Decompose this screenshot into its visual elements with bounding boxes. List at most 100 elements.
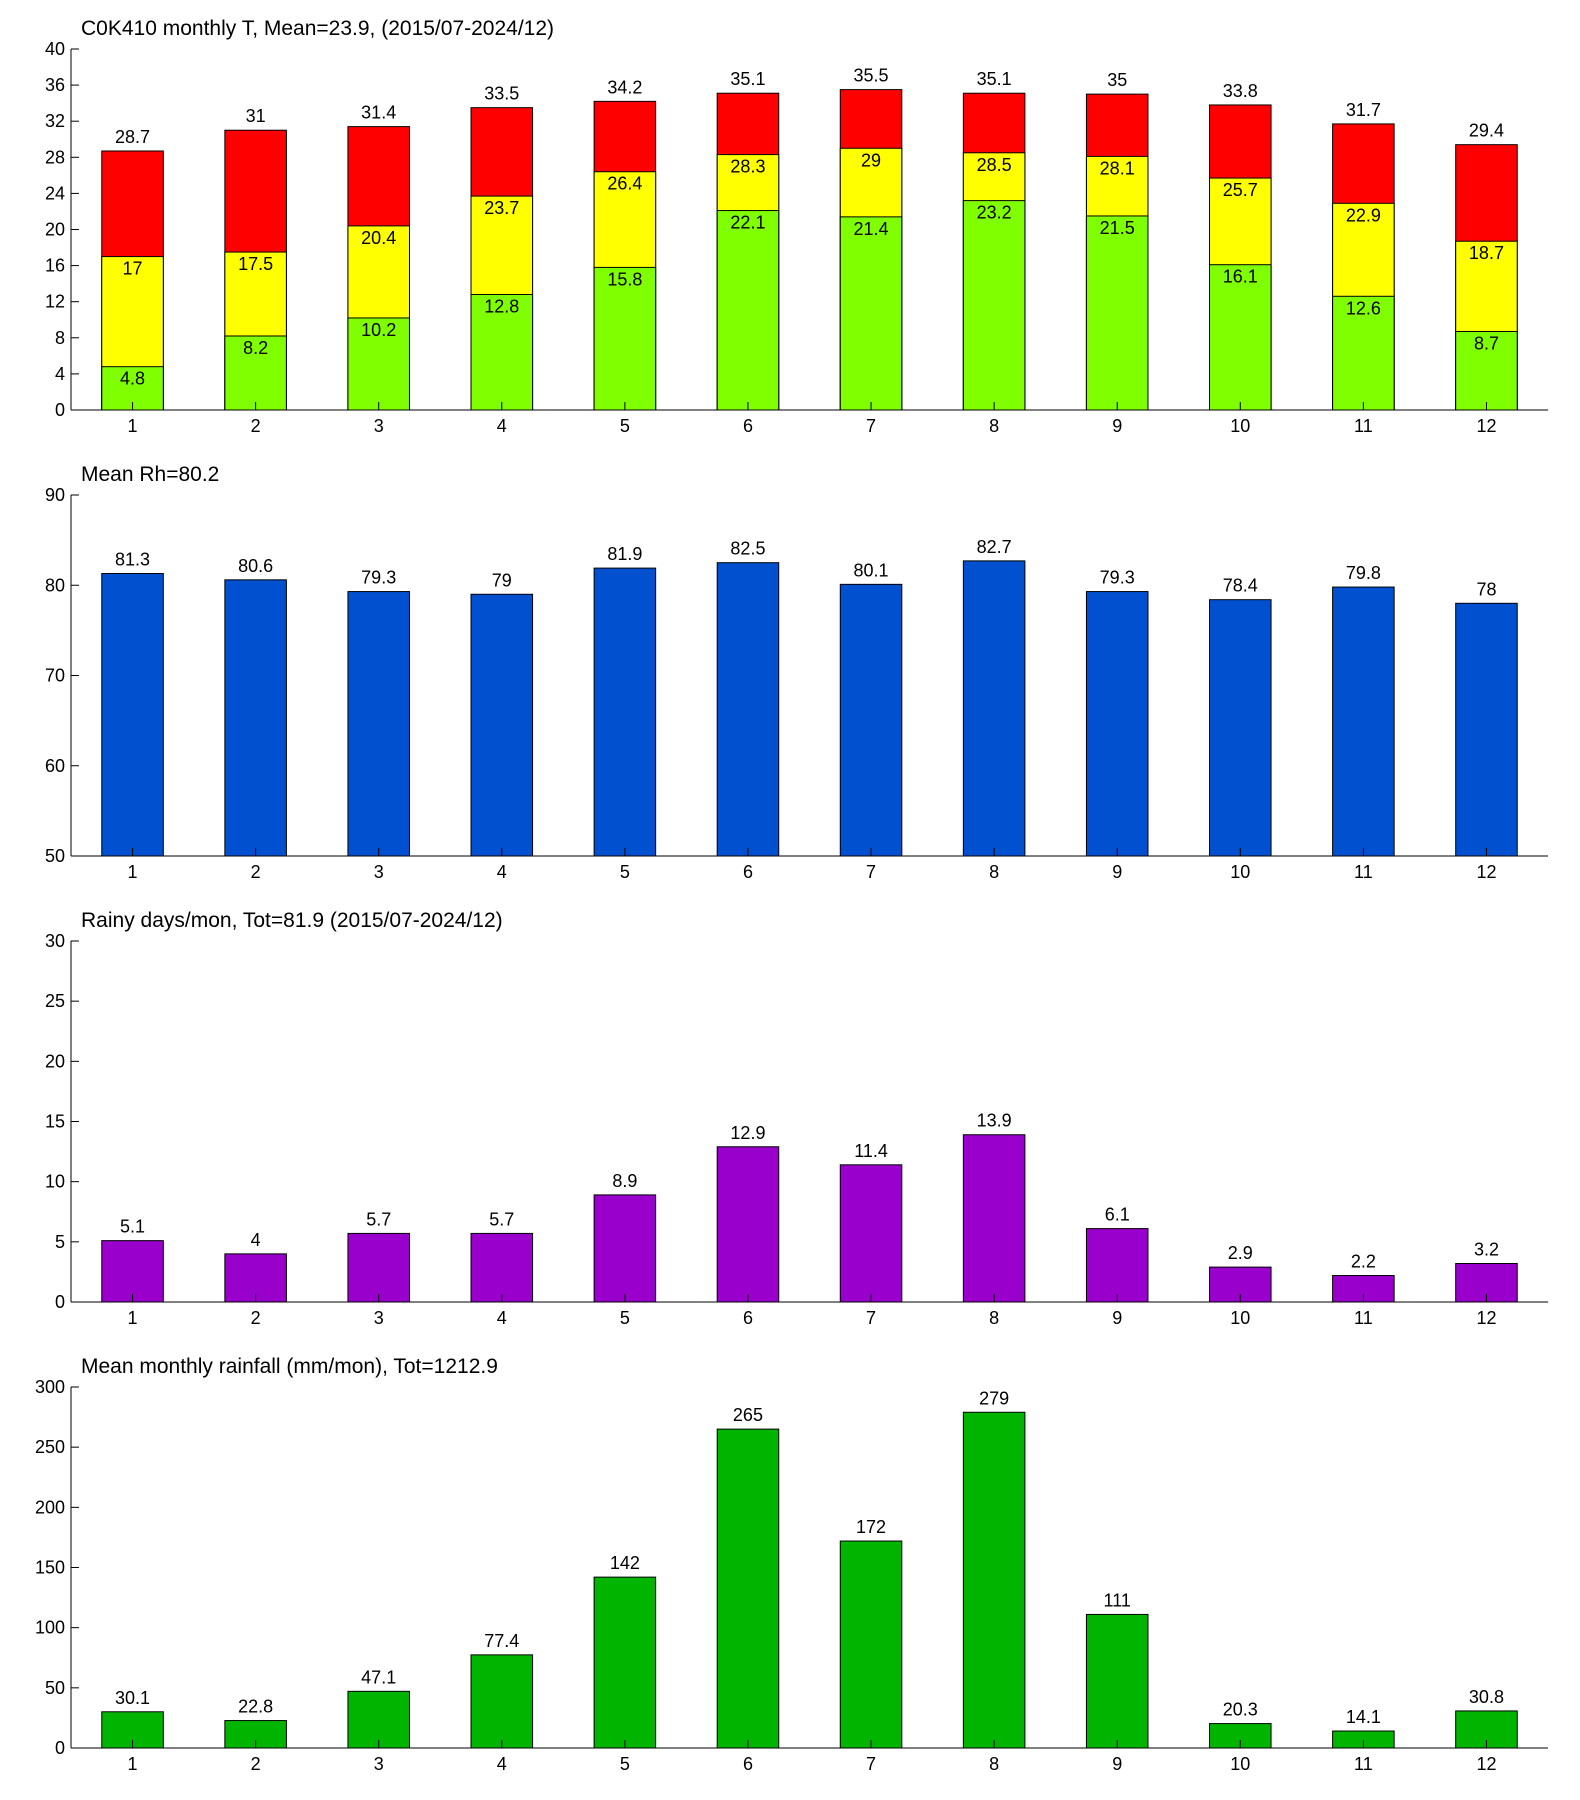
y-tick-label: 30 [45,931,65,951]
bar [347,1690,410,1749]
value-label: 35.5 [854,66,889,86]
value-label: 11.4 [854,1141,888,1161]
y-tick-label: 150 [35,1558,65,1578]
x-tick-label: 6 [743,1754,753,1774]
y-tick-label: 70 [45,666,65,686]
bar [962,200,1026,411]
x-tick-label: 8 [989,1308,999,1328]
y-tick-label: 200 [35,1497,65,1517]
value-label: 77.4 [484,1631,519,1651]
value-label: 5.7 [489,1209,514,1229]
bar [716,562,780,857]
bar [593,266,657,411]
x-tick-label: 11 [1354,1754,1373,1774]
x-tick-label: 6 [743,1308,753,1328]
x-tick-label: 2 [251,416,261,436]
value-label: 21.4 [854,219,889,239]
bar [101,1240,164,1303]
value-label: 17.5 [238,254,273,274]
x-tick-label: 12 [1476,416,1496,436]
value-label: 79 [492,570,512,590]
y-tick-label: 20 [45,220,65,240]
value-label: 33.5 [484,84,519,104]
chart-title: Mean monthly rainfall (mm/mon), Tot=1212… [81,1355,498,1378]
bar [470,1654,534,1749]
x-tick-label: 9 [1112,1308,1122,1328]
x-tick-label: 8 [989,416,999,436]
x-tick-label: 9 [1112,1754,1122,1774]
y-tick-label: 50 [45,846,65,866]
bar [593,567,657,857]
x-tick-label: 7 [866,1754,876,1774]
bar [1085,1228,1149,1303]
y-tick-label: 0 [55,400,65,420]
bar [470,1232,534,1303]
value-label: 82.5 [730,539,765,559]
bar [224,579,287,857]
value-label: 34.2 [607,77,642,97]
x-tick-label: 11 [1354,862,1373,882]
x-tick-label: 5 [620,1754,630,1774]
value-label: 16.1 [1223,267,1258,287]
x-tick-label: 10 [1230,416,1250,436]
bar [224,335,287,411]
value-label: 21.5 [1100,218,1135,238]
x-tick-label: 9 [1112,862,1122,882]
bar [962,1134,1026,1303]
x-tick-label: 11 [1354,1308,1373,1328]
value-label: 47.1 [361,1667,396,1687]
value-label: 13.9 [977,1111,1012,1131]
value-label: 81.9 [607,544,642,564]
value-label: 12.6 [1346,298,1381,318]
y-tick-label: 16 [45,256,65,276]
y-tick-label: 300 [35,1377,65,1397]
bar [839,216,903,411]
x-tick-label: 8 [989,862,999,882]
y-tick-label: 250 [35,1437,65,1457]
value-label: 79.8 [1346,563,1381,583]
value-label: 8.2 [243,338,268,358]
x-tick-label: 11 [1354,416,1373,436]
bar [101,1711,164,1749]
value-label: 82.7 [977,537,1012,557]
y-tick-label: 36 [45,75,65,95]
x-tick-label: 10 [1230,862,1250,882]
value-label: 80.1 [854,560,889,580]
bar [1085,591,1149,857]
x-tick-label: 6 [743,862,753,882]
value-label: 30.1 [115,1688,150,1708]
bar [716,210,780,411]
bar [962,560,1026,857]
x-tick-label: 10 [1230,1308,1250,1328]
x-tick-label: 1 [128,862,138,882]
value-label: 4 [251,1230,261,1250]
bar [716,1428,780,1749]
y-tick-label: 80 [45,575,65,595]
value-label: 23.7 [484,198,519,218]
x-tick-label: 5 [620,862,630,882]
value-label: 14.1 [1346,1707,1381,1727]
x-tick-label: 2 [251,1754,261,1774]
value-label: 22.1 [730,213,765,233]
bar [716,1146,780,1303]
value-label: 25.7 [1223,180,1258,200]
value-label: 10.2 [361,320,396,340]
value-label: 35.1 [977,69,1012,89]
y-tick-label: 10 [45,1172,65,1192]
y-tick-label: 32 [45,111,65,131]
chart-title: C0K410 monthly T, Mean=23.9, (2015/07-20… [81,17,554,40]
bar [1209,1266,1272,1303]
x-tick-label: 10 [1230,1754,1250,1774]
x-tick-label: 12 [1476,1754,1496,1774]
y-tick-label: 60 [45,756,65,776]
value-label: 28.1 [1100,158,1135,178]
x-tick-label: 7 [866,1308,876,1328]
value-label: 35.1 [730,69,765,89]
x-tick-label: 1 [128,416,138,436]
value-label: 8.7 [1474,333,1499,353]
y-tick-label: 0 [55,1292,65,1312]
value-label: 33.8 [1223,81,1258,101]
value-label: 12.8 [484,296,519,316]
